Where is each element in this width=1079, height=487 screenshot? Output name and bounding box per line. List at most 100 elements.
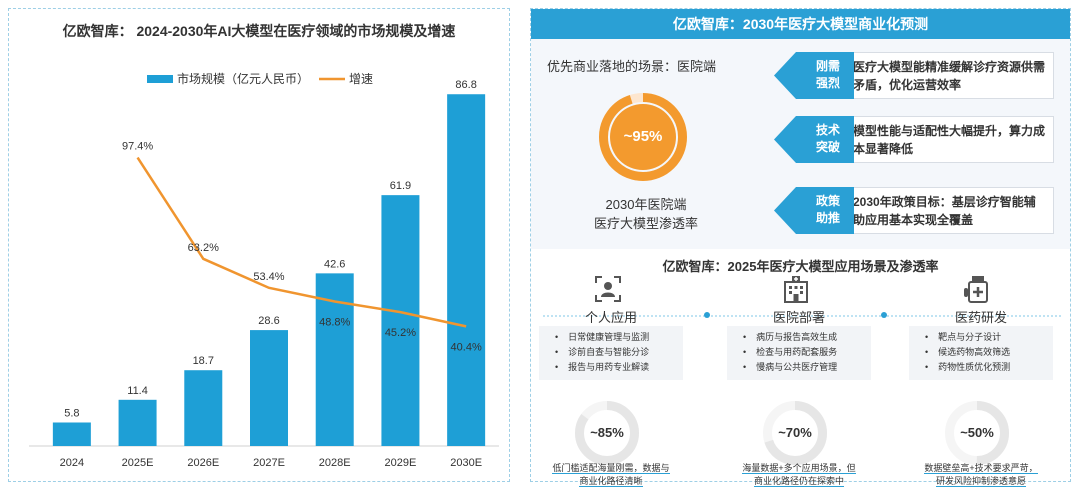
bar-2030E <box>447 94 486 447</box>
bar-value-label: 18.7 <box>193 355 214 367</box>
bar-value-label: 11.4 <box>127 385 148 397</box>
driver-tag-line1: 政策 <box>815 194 840 208</box>
growth-label: 63.2% <box>188 242 219 254</box>
donut-arc <box>763 401 827 465</box>
scene-item: 报告与用药专业解读 <box>555 360 683 375</box>
growth-label: 53.4% <box>253 271 284 283</box>
donut-arc <box>945 401 1009 465</box>
driver-policy: • 2030年政策目标：基层诊疗智能辅助应用基本实现全覆盖 政策 助推 <box>774 187 1055 234</box>
legend-bar-swatch <box>147 75 173 83</box>
driver-box: • 2030年政策目标：基层诊疗智能辅助应用基本实现全覆盖 <box>824 187 1054 234</box>
left-arrow-icon <box>774 187 854 234</box>
bar-value-label: 61.9 <box>390 180 411 192</box>
donut-arc <box>575 401 639 465</box>
scene-note-line2: 商业化路径仍在探索中 <box>753 476 844 487</box>
market-chart-panel: 市场规模（亿元人民币） 增速 5.8 2024 11.4 2025E 18.7 2026E 28… <box>8 8 510 482</box>
bar-2029E <box>381 195 420 446</box>
donut-caption: 2030年医院端 医疗大模型渗透率 <box>561 195 731 233</box>
scene-note: 低门槛适配海量刚需，数据与 商业化路径清晰 <box>531 462 691 487</box>
bar-value-label: 42.6 <box>324 258 345 270</box>
donut-value: ~95% <box>623 128 663 145</box>
scene-note-line1: 数据壁垒高+技术要求严苛， <box>924 463 1038 474</box>
forecast-panel: 亿欧智库：2030年医疗大模型商业化预测 优先商业落地的场景：医院端 ~95% … <box>530 8 1071 487</box>
scene-note: 海量数据+多个应用场景，但 商业化路径仍在探索中 <box>719 462 879 487</box>
x-tick-label: 2029E <box>385 457 417 469</box>
x-tick-label: 2024 <box>60 457 84 469</box>
bar-2026E <box>184 370 223 446</box>
scene-name: 医药研发 <box>954 310 1007 325</box>
donut-ring <box>599 93 687 181</box>
scene-item: 慢病与公共医疗管理 <box>743 360 871 375</box>
hospital-icon <box>784 276 808 303</box>
driver-tag: 刚需 强烈 <box>811 58 845 92</box>
forecast-header: 亿欧智库：2030年医疗大模型商业化预测 <box>531 9 1070 39</box>
left-arrow-icon <box>774 116 854 163</box>
donut-caption-line2: 医疗大模型渗透率 <box>593 216 698 231</box>
donut-caption-line1: 2030年医院端 <box>605 197 687 212</box>
timeline-dot <box>881 312 887 318</box>
driver-tech: • 模型性能与适配性大幅提升，算力成本显著降低 技术 突破 <box>774 116 1055 163</box>
scene-pct: ~50% <box>960 425 994 440</box>
legend-line-label: 增速 <box>349 72 373 86</box>
driver-demand: • 医疗大模型能精准缓解诊疗资源供需矛盾，优化运营效率 刚需 强烈 <box>774 52 1055 99</box>
timeline-dot <box>704 312 710 318</box>
scene-item: 日常健康管理与监测 <box>555 330 683 345</box>
growth-label: 97.4% <box>122 141 153 153</box>
scene-note-line1: 海量数据+多个应用场景，但 <box>742 463 856 474</box>
driver-tag-line2: 强烈 <box>815 76 840 90</box>
donut-arc <box>599 93 687 181</box>
scene-donut <box>575 401 639 465</box>
scene-name: 个人应用 <box>584 310 637 325</box>
driver-box: • 模型性能与适配性大幅提升，算力成本显著降低 <box>824 116 1054 163</box>
driver-tag-line1: 刚需 <box>815 59 840 73</box>
left-arrow-icon <box>774 52 854 99</box>
pill-bottle-icon <box>964 276 988 303</box>
person-icon <box>595 276 621 302</box>
scene-item: 药物性质优化预测 <box>925 360 1053 375</box>
growth-line <box>136 156 467 328</box>
scene-list: 日常健康管理与监测 诊前自查与智能分诊 报告与用药专业解读 <box>539 326 683 380</box>
scene-item: 候选药物高效筛选 <box>925 345 1053 360</box>
bar-2025E <box>118 399 157 446</box>
legend-bar-label: 市场规模（亿元人民币） <box>177 71 309 86</box>
scene-pct: ~70% <box>778 425 812 440</box>
chart-legend: 市场规模（亿元人民币） 增速 <box>147 71 373 86</box>
x-tick-label: 2027E <box>253 457 285 469</box>
bar-value-label: 5.8 <box>64 407 79 419</box>
x-tick-label: 2028E <box>319 457 351 469</box>
bar-value-label: 28.6 <box>258 315 279 327</box>
growth-label: 40.4% <box>451 341 482 353</box>
driver-text: 医疗大模型能精准缓解诊疗资源供需矛盾，优化运营效率 <box>853 60 1046 92</box>
chart-title: 亿欧智库： 2024-2030年AI大模型在医疗领域的市场规模及增速 <box>62 23 456 39</box>
growth-label: 48.8% <box>319 316 350 328</box>
driver-tag-line2: 助推 <box>815 211 840 225</box>
driver-tag-line1: 技术 <box>815 123 840 137</box>
scene-list: 病历与报告高效生成 检查与用药配套服务 慢病与公共医疗管理 <box>727 326 871 380</box>
driver-tag: 技术 突破 <box>811 122 845 156</box>
driver-tag: 政策 助推 <box>811 193 845 227</box>
scene-note-line1: 低门槛适配海量刚需，数据与 <box>552 463 670 474</box>
driver-text: 2030年政策目标：基层诊疗智能辅助应用基本实现全覆盖 <box>853 195 1036 227</box>
scene-item: 病历与报告高效生成 <box>743 330 871 345</box>
scenes-title: 亿欧智库：2025年医疗大模型应用场景及渗透率 <box>662 259 939 274</box>
priority-scenario-text: 优先商业落地的场景：医院端 <box>547 59 717 74</box>
driver-text: 模型性能与适配性大幅提升，算力成本显著降低 <box>853 124 1046 156</box>
scene-note: 数据壁垒高+技术要求严苛， 研发风险抑制渗透意愿 <box>901 462 1061 487</box>
scene-note-line2: 研发风险抑制渗透意愿 <box>935 476 1026 487</box>
scene-donut <box>763 401 827 465</box>
donut-center <box>610 104 676 170</box>
hospital-penetration-donut: ~95% <box>597 91 689 183</box>
scene-note-line2: 商业化路径清晰 <box>579 476 643 487</box>
scene-item: 检查与用药配套服务 <box>743 345 871 360</box>
driver-box: • 医疗大模型能精准缓解诊疗资源供需矛盾，优化运营效率 <box>824 52 1054 99</box>
bar-value-label: 86.8 <box>455 79 476 91</box>
scene-pct: ~85% <box>590 425 624 440</box>
x-tick-label: 2025E <box>122 457 154 469</box>
growth-label: 45.2% <box>385 327 416 339</box>
scenes-timeline <box>543 315 1061 317</box>
scene-list: 靶点与分子设计 候选药物高效筛选 药物性质优化预测 <box>909 326 1053 380</box>
scene-item: 诊前自查与智能分诊 <box>555 345 683 360</box>
x-tick-label: 2030E <box>450 457 482 469</box>
bar-2024 <box>52 422 91 446</box>
bar-2027E <box>250 330 288 446</box>
